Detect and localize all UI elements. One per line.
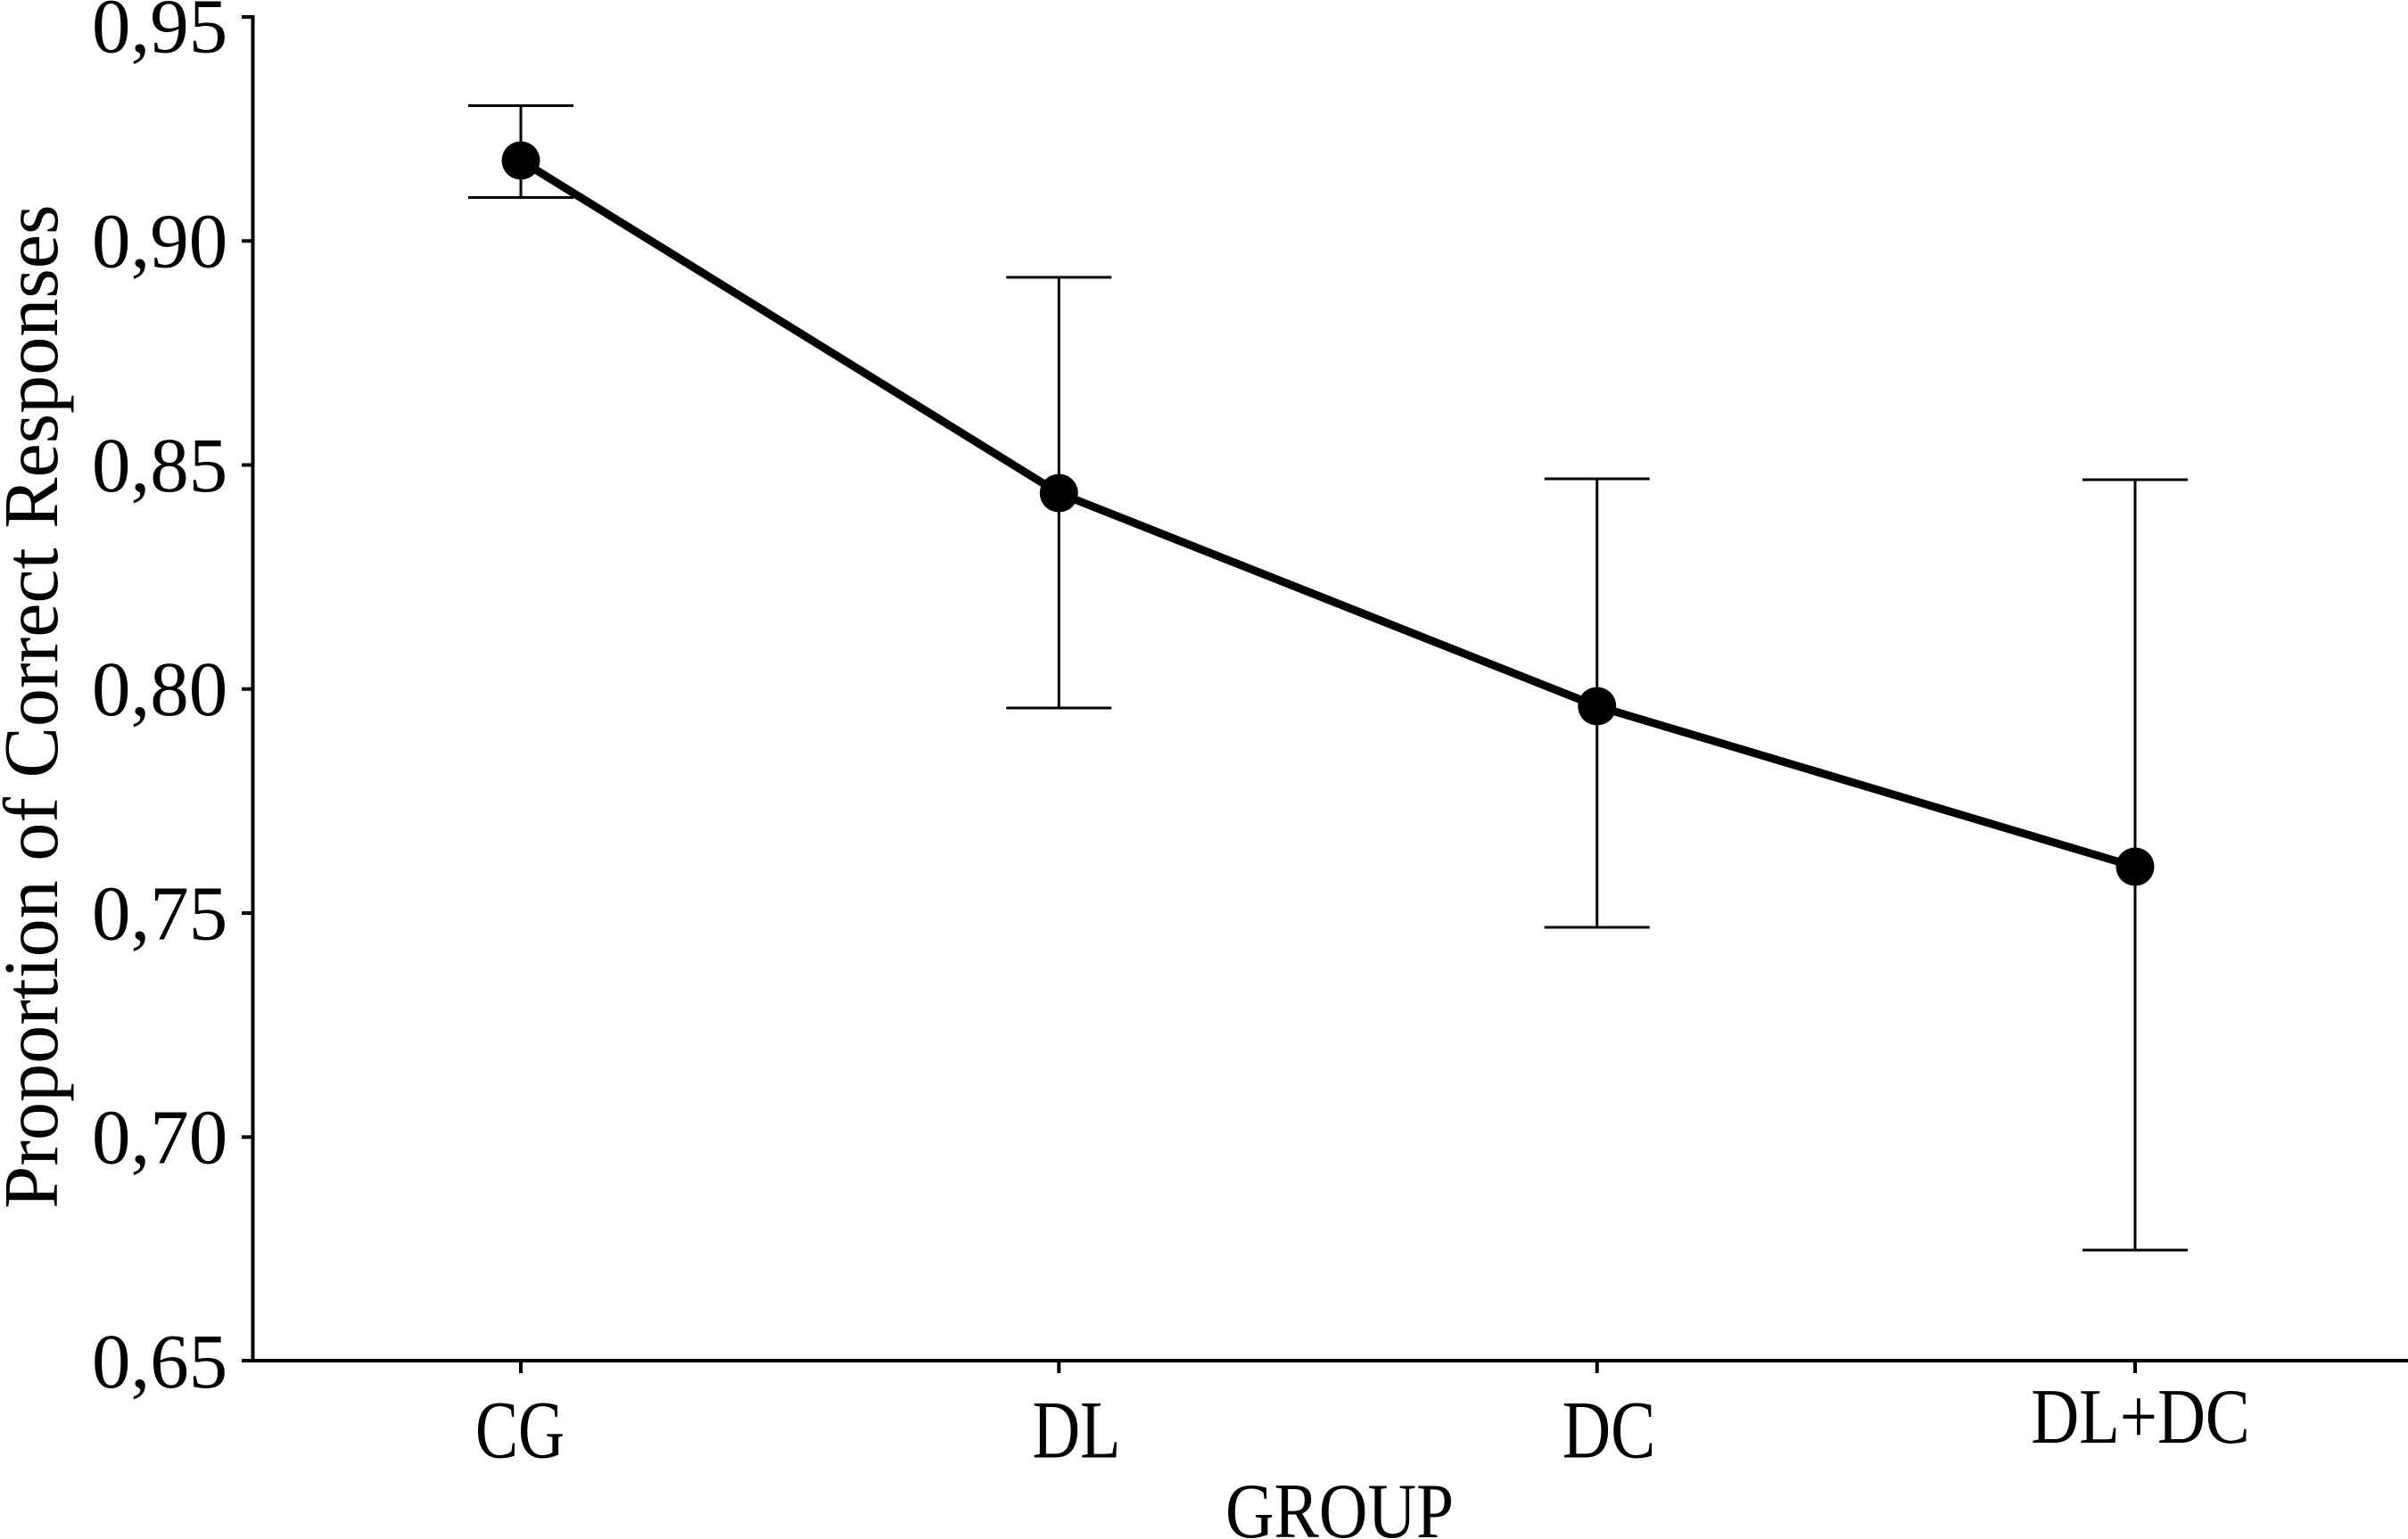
svg-text:0,90: 0,90 bbox=[92, 198, 227, 284]
svg-text:0,65: 0,65 bbox=[92, 1318, 227, 1404]
svg-text:0,95: 0,95 bbox=[92, 0, 227, 70]
svg-text:DC: DC bbox=[1563, 1386, 1656, 1477]
svg-text:0,80: 0,80 bbox=[92, 646, 227, 732]
svg-text:DL: DL bbox=[1033, 1386, 1121, 1477]
svg-text:0,75: 0,75 bbox=[92, 869, 227, 956]
svg-text:DL+DC: DL+DC bbox=[2031, 1374, 2249, 1461]
svg-text:0,85: 0,85 bbox=[92, 422, 227, 508]
svg-text:0,70: 0,70 bbox=[92, 1094, 227, 1181]
svg-text:GROUP: GROUP bbox=[1225, 1469, 1454, 1539]
svg-text:CG: CG bbox=[475, 1386, 565, 1477]
svg-text:Proportion of Correct Response: Proportion of Correct Responses bbox=[0, 205, 74, 1209]
